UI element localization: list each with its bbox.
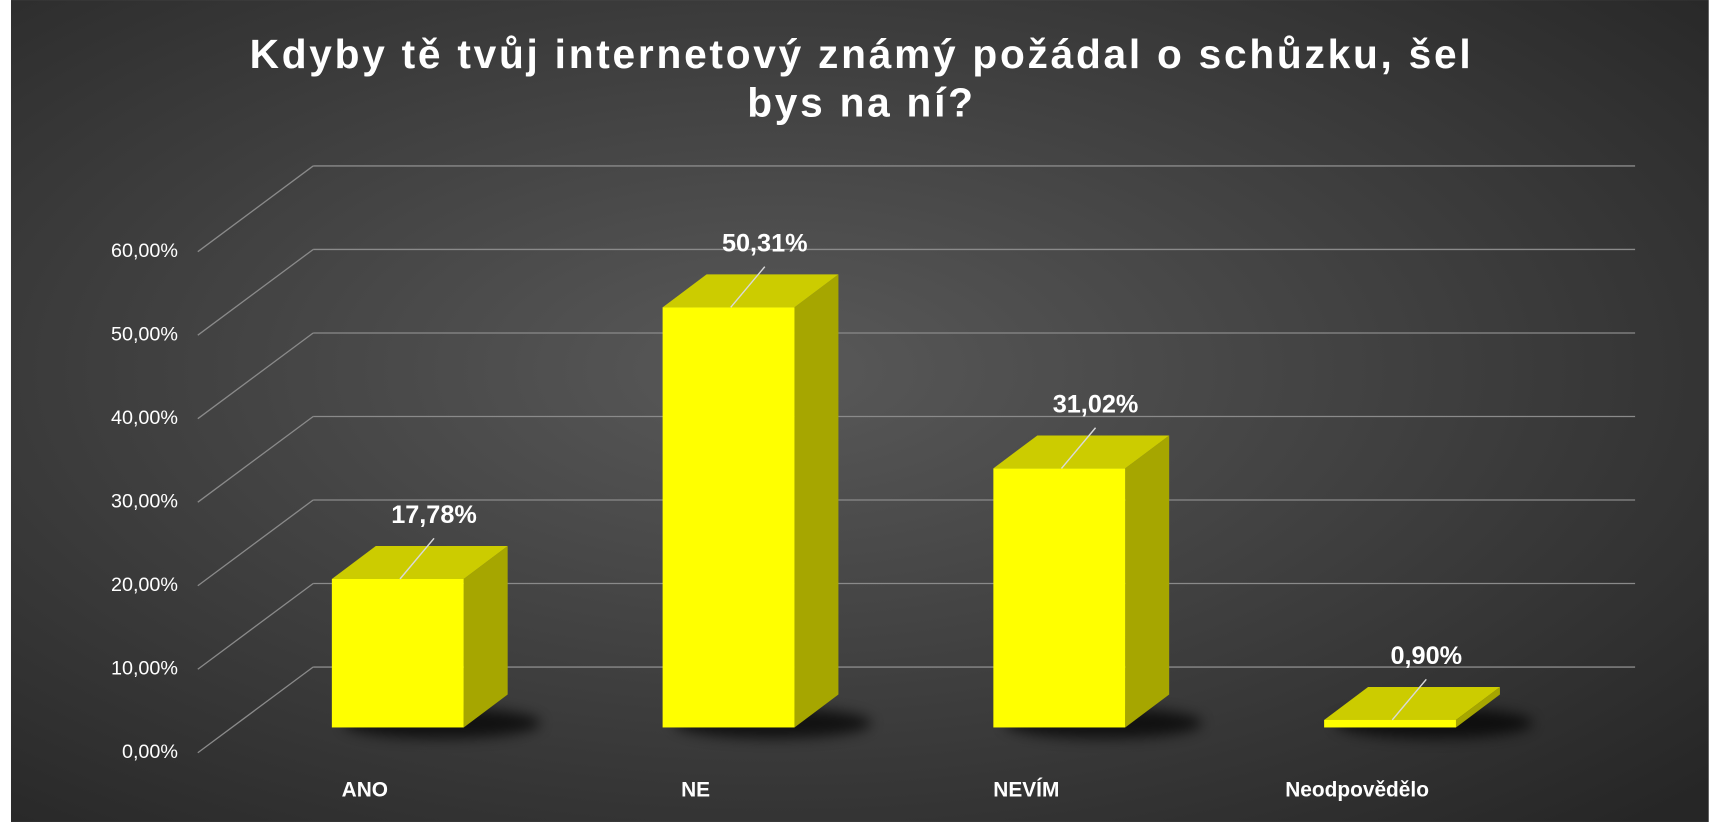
- grid-depth-line: [197, 332, 314, 420]
- bar-3d: [1324, 686, 1533, 739]
- grid-depth-line: [197, 582, 314, 670]
- value-label: 0,90%: [1390, 642, 1462, 670]
- label-leader: [399, 537, 435, 580]
- y-tick-label: 60,00%: [111, 240, 178, 262]
- title-container: Kdyby tě tvůj internetový známý požádal …: [249, 31, 1474, 126]
- bar-3d: [331, 546, 541, 739]
- y-tick-label: 30,00%: [111, 490, 178, 512]
- x-tick-label: NE: [681, 779, 710, 802]
- value-label: 17,78%: [391, 501, 477, 529]
- chart-title: Kdyby tě tvůj internetový známý požádal …: [249, 31, 1474, 126]
- bar-3d: [662, 274, 872, 739]
- chart-background: [10, 0, 1709, 822]
- bar-top: [993, 435, 1170, 469]
- bar: [993, 468, 1126, 728]
- grid-depth-line: [197, 248, 314, 336]
- value-label: 50,31%: [722, 229, 808, 257]
- y-tick-label: 40,00%: [111, 407, 178, 429]
- bar-top: [331, 546, 508, 579]
- grid-depth-line: [197, 666, 314, 754]
- bar: [331, 578, 464, 728]
- bar-side: [1125, 435, 1170, 728]
- y-tick-label: 50,00%: [111, 323, 178, 345]
- grid-depth-line: [197, 499, 314, 587]
- label-leader: [1060, 427, 1097, 469]
- y-tick-label: 20,00%: [111, 574, 178, 596]
- y-tick-label: 0,00%: [122, 741, 178, 763]
- bar-side: [463, 546, 508, 728]
- bar-top: [1324, 686, 1500, 720]
- bar-side: [1455, 686, 1500, 728]
- bar-top: [662, 274, 839, 308]
- grid-depth-line: [197, 165, 314, 253]
- bar: [662, 307, 795, 728]
- grid-depth-line: [197, 415, 314, 503]
- bar-3d: [993, 435, 1203, 739]
- x-tick-label: NEVÍM: [993, 779, 1059, 802]
- label-leader: [1391, 678, 1427, 721]
- bar-side: [794, 274, 839, 728]
- label-leader: [730, 266, 766, 308]
- x-tick-label: ANO: [342, 779, 388, 802]
- bar: [1324, 719, 1456, 728]
- value-label: 31,02%: [1053, 390, 1139, 418]
- x-tick-label: Neodpovědělo: [1285, 779, 1429, 802]
- y-tick-label: 10,00%: [111, 657, 178, 679]
